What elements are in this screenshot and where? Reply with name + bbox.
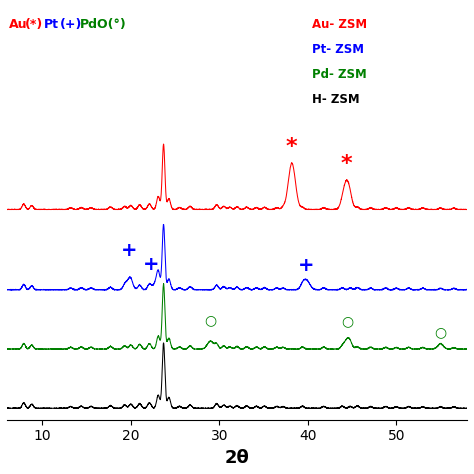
Text: *: * xyxy=(286,137,298,157)
Text: 0: 0 xyxy=(0,473,1,474)
X-axis label: 2θ: 2θ xyxy=(225,449,249,467)
Text: Au- ZSM: Au- ZSM xyxy=(312,18,367,31)
Text: +: + xyxy=(298,256,314,275)
Text: PdO(°): PdO(°) xyxy=(80,18,126,31)
Text: ○: ○ xyxy=(435,326,447,340)
Text: ○: ○ xyxy=(204,313,217,328)
Text: Au: Au xyxy=(9,18,27,31)
Text: H- ZSM: H- ZSM xyxy=(312,93,360,106)
Text: +: + xyxy=(121,241,137,260)
Text: (*): (*) xyxy=(25,18,43,31)
Text: 0: 0 xyxy=(0,473,1,474)
Text: +: + xyxy=(143,255,159,274)
Text: *: * xyxy=(341,154,353,174)
Text: Pd- ZSM: Pd- ZSM xyxy=(312,68,367,81)
Text: Pt- ZSM: Pt- ZSM xyxy=(312,43,364,56)
Text: Pt: Pt xyxy=(44,18,59,31)
Text: (+): (+) xyxy=(60,18,82,31)
Text: ○: ○ xyxy=(342,315,354,328)
